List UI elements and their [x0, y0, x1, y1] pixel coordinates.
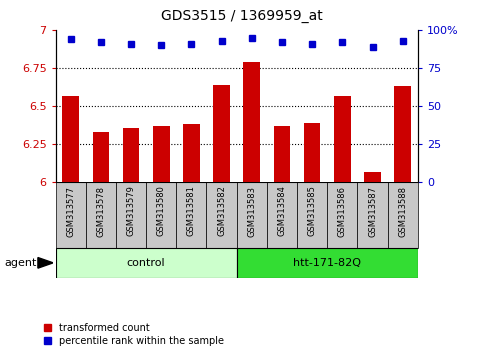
Legend: transformed count, percentile rank within the sample: transformed count, percentile rank withi… — [43, 323, 224, 346]
Bar — [388, 182, 418, 248]
Bar — [153, 126, 170, 182]
Bar — [274, 126, 290, 182]
Text: GSM313582: GSM313582 — [217, 185, 226, 236]
Bar — [176, 182, 207, 248]
Bar — [357, 182, 388, 248]
Text: GSM313578: GSM313578 — [96, 185, 105, 236]
Text: GSM313588: GSM313588 — [398, 185, 407, 236]
Bar — [116, 182, 146, 248]
Bar — [62, 96, 79, 182]
Bar — [183, 125, 199, 182]
Text: GSM313584: GSM313584 — [277, 185, 286, 236]
Text: GDS3515 / 1369959_at: GDS3515 / 1369959_at — [161, 9, 322, 23]
Bar — [304, 123, 320, 182]
Bar — [56, 248, 237, 278]
Bar — [86, 182, 116, 248]
Text: GSM313586: GSM313586 — [338, 185, 347, 236]
Text: GSM313581: GSM313581 — [187, 185, 196, 236]
Bar — [207, 182, 237, 248]
Bar — [297, 182, 327, 248]
Bar — [237, 248, 418, 278]
Bar — [93, 132, 109, 182]
Text: GSM313587: GSM313587 — [368, 185, 377, 236]
Text: GSM313583: GSM313583 — [247, 185, 256, 236]
Bar — [327, 182, 357, 248]
Bar — [334, 96, 351, 182]
Text: GSM313580: GSM313580 — [156, 185, 166, 236]
Bar — [56, 182, 86, 248]
Polygon shape — [38, 258, 53, 268]
Bar — [237, 182, 267, 248]
Bar — [267, 182, 297, 248]
Text: GSM313585: GSM313585 — [308, 185, 317, 236]
Text: GSM313577: GSM313577 — [66, 185, 75, 236]
Text: control: control — [127, 258, 165, 268]
Bar — [213, 85, 230, 182]
Text: GSM313579: GSM313579 — [127, 185, 136, 236]
Bar — [123, 127, 139, 182]
Bar — [364, 172, 381, 182]
Bar — [243, 62, 260, 182]
Text: htt-171-82Q: htt-171-82Q — [293, 258, 361, 268]
Text: agent: agent — [5, 258, 37, 268]
Bar — [395, 86, 411, 182]
Bar — [146, 182, 176, 248]
